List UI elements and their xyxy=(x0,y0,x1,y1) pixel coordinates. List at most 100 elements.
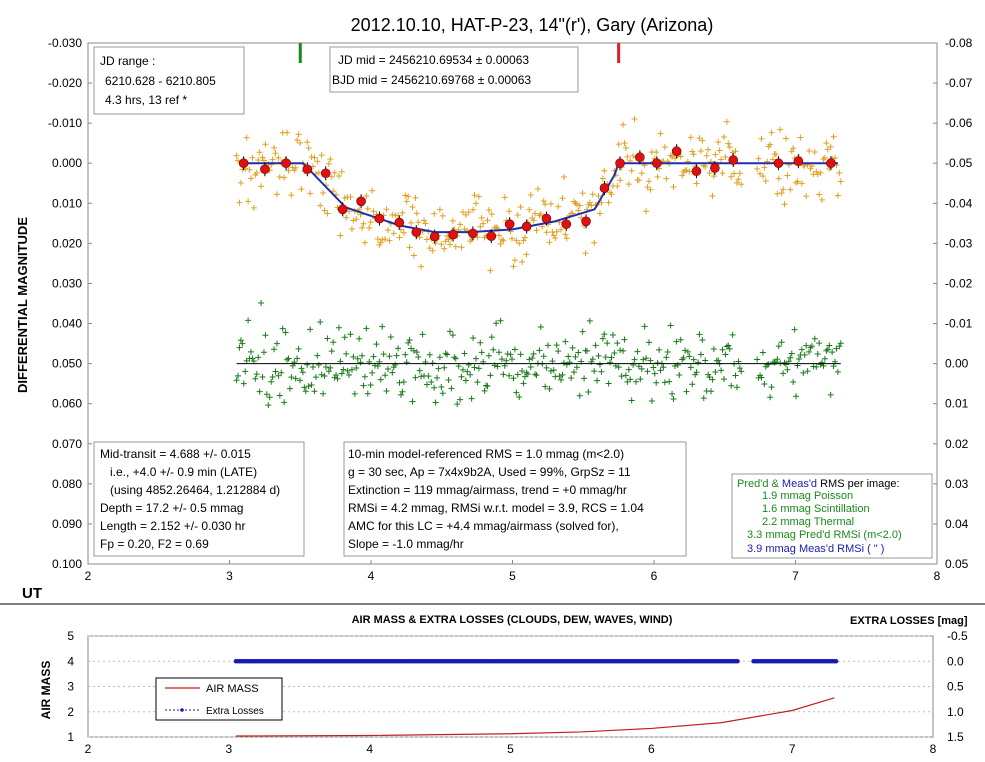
transit-line-1: Mid-transit = 4.688 +/- 0.015 xyxy=(100,447,251,461)
residual-point xyxy=(602,354,609,361)
residual-point xyxy=(252,375,259,382)
residual-point xyxy=(311,388,318,395)
raw-point xyxy=(359,224,366,231)
rms-measured: 3.9 mmag Meas'd RMSi ( " ) xyxy=(747,543,884,555)
raw-point xyxy=(813,168,820,175)
residual-point xyxy=(351,390,358,397)
residual-point xyxy=(266,394,273,401)
residual-point xyxy=(273,340,280,347)
raw-point xyxy=(537,211,544,218)
raw-point xyxy=(366,224,373,231)
raw-point xyxy=(386,237,393,244)
raw-point xyxy=(697,147,704,154)
raw-point xyxy=(245,198,252,205)
raw-point xyxy=(631,116,638,123)
raw-point xyxy=(431,210,438,217)
residual-point xyxy=(464,368,471,375)
raw-point xyxy=(272,150,279,157)
residual-point xyxy=(824,346,831,353)
residual-point xyxy=(500,371,507,378)
raw-point xyxy=(605,199,612,206)
residual-point xyxy=(657,367,664,374)
raw-point xyxy=(834,192,841,199)
raw-point xyxy=(337,232,344,239)
residual-point xyxy=(357,359,364,366)
main-axis-ticks: -0.030 -0.020 -0.010 0.000 0.010 0.020 0.030 0.… xyxy=(48,36,973,583)
residual-point xyxy=(738,368,745,375)
residual-point xyxy=(262,332,269,339)
raw-point xyxy=(628,167,635,174)
residual-point xyxy=(449,332,456,339)
x-tick-label: 5 xyxy=(509,569,516,583)
residual-point xyxy=(787,354,794,361)
residual-point xyxy=(268,378,275,385)
raw-point xyxy=(793,179,800,186)
raw-point xyxy=(686,168,693,175)
residual-point xyxy=(729,331,736,338)
residual-point xyxy=(722,351,729,358)
residual-point xyxy=(595,352,602,359)
raw-point xyxy=(408,219,415,226)
residual-point xyxy=(806,348,813,355)
binned-point xyxy=(541,213,552,224)
residual-point xyxy=(387,333,394,340)
raw-point xyxy=(520,237,527,244)
transit-line-3: (using 4852.26464, 1.212884 d) xyxy=(110,483,280,497)
residual-point xyxy=(651,370,658,377)
residual-point xyxy=(813,363,820,370)
residual-point xyxy=(259,374,266,381)
raw-point xyxy=(255,157,262,164)
residual-point xyxy=(317,319,324,326)
residual-point xyxy=(286,385,293,392)
y2-tick-label: -0.06 xyxy=(945,116,973,130)
jd-range-line-3: 4.3 hrs, 13 ref * xyxy=(105,93,187,107)
residual-point xyxy=(457,396,464,403)
residual-point xyxy=(829,349,836,356)
residual-point xyxy=(383,387,390,394)
raw-point xyxy=(670,184,677,191)
transit-box: Mid-transit = 4.688 +/- 0.015 i.e., +4.0… xyxy=(93,441,305,557)
residual-point xyxy=(768,384,775,391)
residual-point xyxy=(493,320,500,327)
residual-point xyxy=(426,351,433,358)
raw-point xyxy=(821,154,828,161)
residual-point xyxy=(338,370,345,377)
residual-point xyxy=(370,353,377,360)
y-tick-label: 0.080 xyxy=(52,477,82,491)
raw-point xyxy=(397,226,404,233)
residual-point xyxy=(791,326,798,333)
residual-point xyxy=(265,402,272,409)
residual-point xyxy=(628,397,635,404)
residual-point xyxy=(462,377,469,384)
residual-point xyxy=(439,390,446,397)
residual-point xyxy=(793,393,800,400)
raw-point xyxy=(516,240,523,247)
raw-point xyxy=(798,180,805,187)
residual-point xyxy=(622,372,629,379)
residual-point xyxy=(335,324,342,331)
raw-point xyxy=(513,237,520,244)
raw-point xyxy=(710,173,717,180)
residual-point xyxy=(625,366,632,373)
raw-point xyxy=(654,173,661,180)
raw-point xyxy=(367,219,374,226)
residual-point xyxy=(764,361,771,368)
residual-point xyxy=(481,387,488,394)
binned-point xyxy=(635,152,645,163)
raw-point xyxy=(661,144,668,151)
residual-point xyxy=(836,343,843,350)
residual-point xyxy=(533,372,540,379)
airmass-tick-label: 4 xyxy=(67,654,74,668)
raw-point xyxy=(484,217,491,224)
raw-point xyxy=(837,178,844,185)
residual-point xyxy=(695,359,702,366)
raw-point xyxy=(830,133,837,140)
raw-point xyxy=(555,203,562,210)
residual-point xyxy=(697,351,704,358)
residual-point xyxy=(540,353,547,360)
model-line-6: Slope = -1.0 mmag/hr xyxy=(348,537,464,551)
raw-point xyxy=(663,175,670,182)
residual-point xyxy=(331,374,338,381)
raw-point xyxy=(836,169,843,176)
